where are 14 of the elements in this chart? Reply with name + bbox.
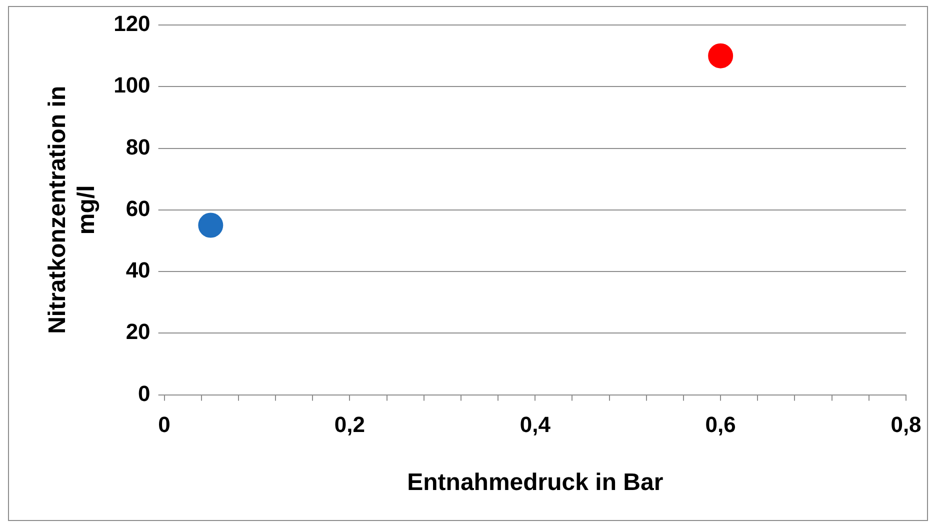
y-tick-label: 100 — [114, 72, 150, 98]
y-tick-label: 40 — [126, 258, 150, 283]
y-tick-label: 80 — [126, 134, 150, 160]
x-tick-label: 0,8 — [890, 412, 922, 438]
y-tick-label: 20 — [126, 319, 150, 344]
x-tick-label: 0,2 — [334, 412, 366, 438]
x-tick-label: 0 — [158, 412, 170, 438]
x-axis-title: Entnahmedruck in Bar — [407, 469, 664, 496]
x-tick-label: 0,4 — [520, 412, 552, 438]
y-tick-label: 0 — [138, 380, 150, 406]
y-tick-label: 120 — [114, 11, 150, 36]
y-axis-title: Nitratkonzentration in mg/l — [44, 86, 100, 334]
y-tick-label: 60 — [126, 196, 150, 221]
x-tick-label: 0,6 — [705, 412, 736, 438]
